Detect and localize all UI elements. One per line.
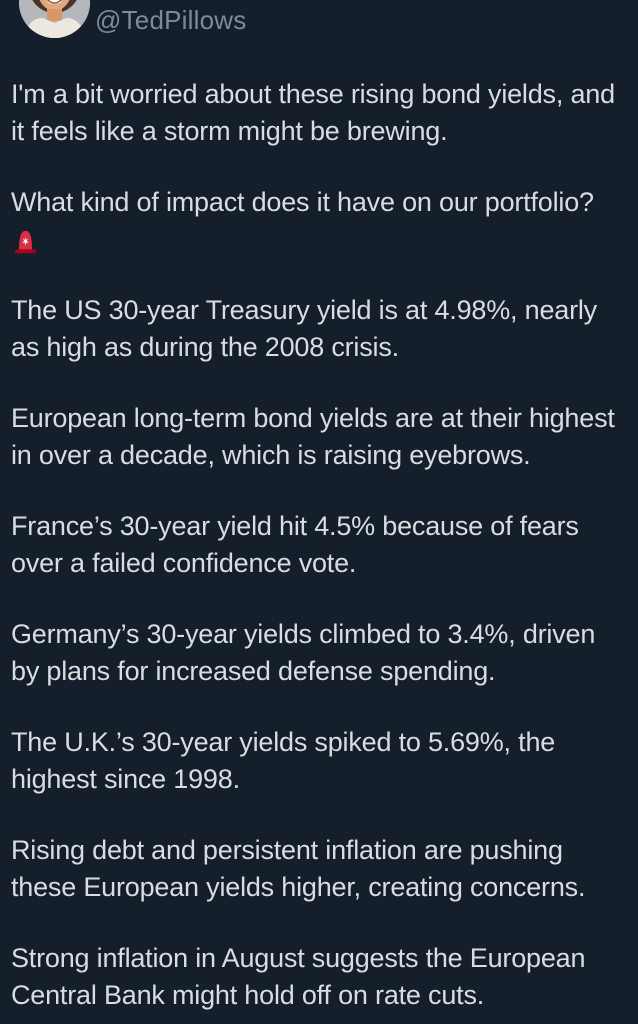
paragraph-line: in over a decade, which is raising eyebr… xyxy=(11,440,531,470)
post-paragraph: The US 30-year Treasury yield is at 4.98… xyxy=(11,292,629,366)
post-paragraph: Strong inflation in August suggests the … xyxy=(11,940,629,1014)
post-paragraph: I'm a bit worried about these rising bon… xyxy=(11,76,629,150)
paragraph-line: I'm a bit worried about these rising bon… xyxy=(11,79,615,109)
paragraph-line: over a failed confidence vote. xyxy=(11,548,357,578)
post-paragraph: Germany’s 30-year yields climbed to 3.4%… xyxy=(11,616,629,690)
user-handle[interactable]: @TedPillows xyxy=(95,5,247,35)
paragraph-line: Strong inflation in August suggests the … xyxy=(11,943,586,973)
paragraph-line: Rising debt and persistent inflation are… xyxy=(11,835,563,865)
paragraph-line: The US 30-year Treasury yield is at 4.98… xyxy=(11,295,597,325)
paragraph-line: by plans for increased defense spending. xyxy=(11,656,496,686)
post-paragraph: The U.K.’s 30-year yields spiked to 5.69… xyxy=(11,724,629,798)
avatar-photo-icon xyxy=(19,0,90,38)
paragraph-line: it feels like a storm might be brewing. xyxy=(11,116,448,146)
paragraph-line: as high as during the 2008 crisis. xyxy=(11,332,399,362)
post-paragraph: European long-term bond yields are at th… xyxy=(11,400,629,474)
paragraph-line: Central Bank might hold off on rate cuts… xyxy=(11,980,485,1010)
siren-emoji-icon xyxy=(11,221,40,258)
post-paragraph: Rising debt and persistent inflation are… xyxy=(11,832,629,906)
post-paragraph: France’s 30-year yield hit 4.5% because … xyxy=(11,508,629,582)
paragraph-line: France’s 30-year yield hit 4.5% because … xyxy=(11,511,579,541)
post-body: I'm a bit worried about these rising bon… xyxy=(11,76,629,1014)
paragraph-line: European long-term bond yields are at th… xyxy=(11,403,615,433)
paragraph-line: What kind of impact does it have on our … xyxy=(11,187,594,217)
paragraph-line: The U.K.’s 30-year yields spiked to 5.69… xyxy=(11,727,556,757)
paragraph-line: Germany’s 30-year yields climbed to 3.4%… xyxy=(11,619,596,649)
post-paragraph: What kind of impact does it have on our … xyxy=(11,184,629,258)
paragraph-line: highest since 1998. xyxy=(11,764,240,794)
avatar[interactable] xyxy=(19,0,90,38)
paragraph-line: these European yields higher, creating c… xyxy=(11,872,586,902)
